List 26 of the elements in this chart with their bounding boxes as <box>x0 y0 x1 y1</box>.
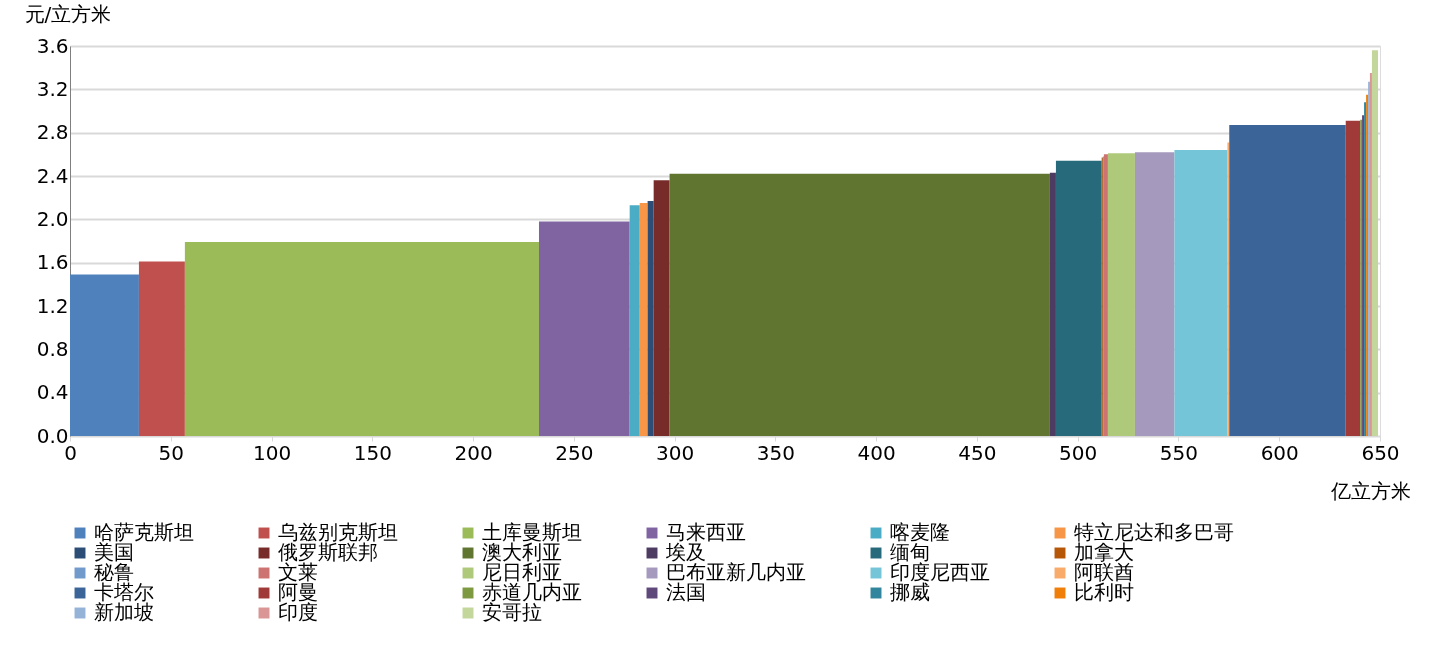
x-tick-label: 400 <box>857 440 896 465</box>
y-tick-label: 0.8 <box>36 336 69 361</box>
x-tick-label: 300 <box>656 440 695 465</box>
x-tick-label: 350 <box>756 440 795 465</box>
y-tick-label: 1.6 <box>36 250 69 275</box>
x-tick-label: 600 <box>1260 440 1299 465</box>
y-tick-label: 0.4 <box>36 380 69 405</box>
x-tick-label: 100 <box>252 440 292 465</box>
x-axis-title: 亿立方米 <box>1329 478 1411 503</box>
x-tick-label: 550 <box>1159 440 1199 465</box>
x-tick-label: 250 <box>555 440 594 465</box>
y-tick-label: 2.8 <box>36 120 69 145</box>
y-axis-title: 元/立方米 <box>24 1 112 26</box>
x-tick-label: 500 <box>1059 440 1098 465</box>
legend-label: 喀麦隆 <box>890 520 950 544</box>
x-tick-label: 150 <box>353 440 392 465</box>
x-tick-label: 650 <box>1361 440 1400 465</box>
y-tick-label: 3.6 <box>36 33 69 58</box>
y-tick-label: 2.0 <box>36 206 69 231</box>
legend-label: 马来西亚 <box>666 520 746 544</box>
y-tick-label: 3.2 <box>36 76 69 101</box>
x-tick-label: 50 <box>158 440 184 465</box>
x-tick-label: 450 <box>958 440 997 465</box>
y-tick-label: 2.4 <box>36 163 69 188</box>
x-tick-label: 200 <box>454 440 493 465</box>
y-tick-label: 1.2 <box>36 293 69 318</box>
